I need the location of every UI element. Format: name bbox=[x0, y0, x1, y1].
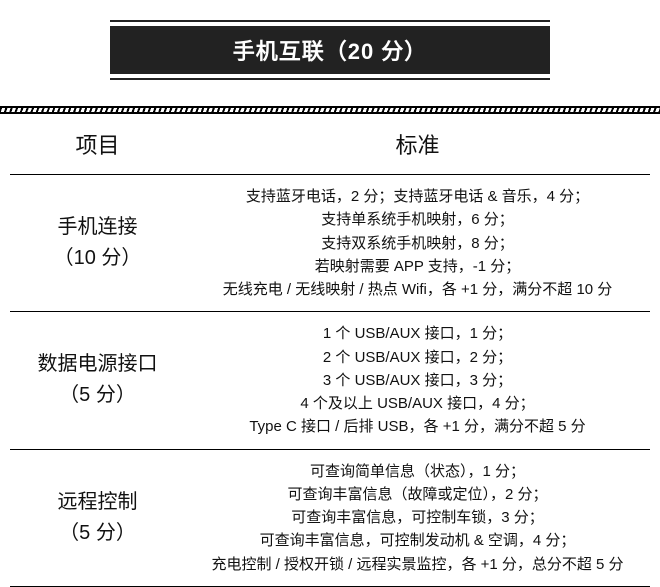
category-cell: 手机连接 （10 分） bbox=[10, 175, 185, 311]
banner-title: 手机互联（20 分） bbox=[110, 26, 550, 74]
criteria-line: 若映射需要 APP 支持，-1 分； bbox=[315, 255, 521, 278]
criteria-line: 充电控制 / 授权开锁 / 远程实景监控，各 +1 分，总分不超 5 分 bbox=[211, 553, 623, 576]
criteria-line: 3 个 USB/AUX 接口，3 分； bbox=[323, 369, 512, 392]
page-root: 手机互联（20 分） 项目 标准 手机连接 （10 分） 支持蓝牙电话，2 分；… bbox=[0, 20, 660, 567]
hatched-divider bbox=[0, 106, 660, 114]
header-criteria: 标准 bbox=[185, 114, 650, 174]
table-row: 数据电源接口 （5 分） 1 个 USB/AUX 接口，1 分； 2 个 USB… bbox=[10, 312, 650, 449]
header-category: 项目 bbox=[10, 114, 185, 174]
scoring-table: 项目 标准 手机连接 （10 分） 支持蓝牙电话，2 分；支持蓝牙电话 & 音乐… bbox=[10, 114, 650, 587]
criteria-cell: 可查询简单信息（状态），1 分； 可查询丰富信息（故障或定位），2 分； 可查询… bbox=[185, 450, 650, 586]
category-cell: 远程控制 （5 分） bbox=[10, 450, 185, 586]
criteria-cell: 1 个 USB/AUX 接口，1 分； 2 个 USB/AUX 接口，2 分； … bbox=[185, 312, 650, 448]
category-name: 远程控制 （5 分） bbox=[58, 487, 138, 549]
criteria-line: 支持蓝牙电话，2 分；支持蓝牙电话 & 音乐，4 分； bbox=[246, 185, 589, 208]
category-name: 数据电源接口 （5 分） bbox=[38, 349, 158, 411]
banner-bottom-rule bbox=[110, 78, 550, 80]
table-row: 手机连接 （10 分） 支持蓝牙电话，2 分；支持蓝牙电话 & 音乐，4 分； … bbox=[10, 175, 650, 312]
title-banner: 手机互联（20 分） bbox=[110, 20, 550, 80]
criteria-line: 支持单系统手机映射，6 分； bbox=[321, 208, 514, 231]
category-cell: 数据电源接口 （5 分） bbox=[10, 312, 185, 448]
banner-top-rule bbox=[110, 20, 550, 22]
criteria-line: 1 个 USB/AUX 接口，1 分； bbox=[323, 322, 512, 345]
criteria-line: 可查询丰富信息（故障或定位），2 分； bbox=[287, 483, 547, 506]
criteria-line: 可查询丰富信息，可控制车锁，3 分； bbox=[291, 506, 544, 529]
criteria-line: 可查询丰富信息，可控制发动机 & 空调，4 分； bbox=[260, 529, 576, 552]
criteria-cell: 支持蓝牙电话，2 分；支持蓝牙电话 & 音乐，4 分； 支持单系统手机映射，6 … bbox=[185, 175, 650, 311]
criteria-line: 可查询简单信息（状态），1 分； bbox=[310, 460, 525, 483]
table-row: 远程控制 （5 分） 可查询简单信息（状态），1 分； 可查询丰富信息（故障或定… bbox=[10, 450, 650, 587]
criteria-line: 无线充电 / 无线映射 / 热点 Wifi，各 +1 分，满分不超 10 分 bbox=[223, 278, 613, 301]
criteria-line: 2 个 USB/AUX 接口，2 分； bbox=[323, 346, 512, 369]
category-name: 手机连接 （10 分） bbox=[54, 212, 142, 274]
criteria-line: Type C 接口 / 后排 USB，各 +1 分，满分不超 5 分 bbox=[249, 415, 585, 438]
criteria-line: 4 个及以上 USB/AUX 接口，4 分； bbox=[300, 392, 534, 415]
table-header-row: 项目 标准 bbox=[10, 114, 650, 175]
criteria-line: 支持双系统手机映射，8 分； bbox=[321, 232, 514, 255]
